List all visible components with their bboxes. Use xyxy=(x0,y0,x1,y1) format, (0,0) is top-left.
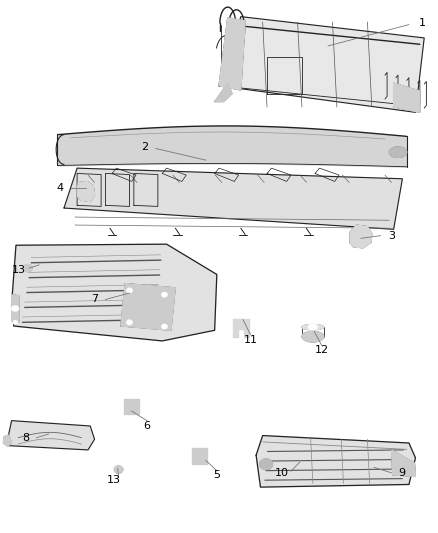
Polygon shape xyxy=(64,168,403,229)
Polygon shape xyxy=(389,147,407,158)
Polygon shape xyxy=(162,325,167,329)
Polygon shape xyxy=(256,435,416,487)
Polygon shape xyxy=(233,319,249,337)
Polygon shape xyxy=(302,325,324,330)
Text: 5: 5 xyxy=(213,471,220,480)
Polygon shape xyxy=(127,288,132,293)
Text: 8: 8 xyxy=(22,433,30,443)
Polygon shape xyxy=(12,295,19,322)
Polygon shape xyxy=(192,448,207,464)
Text: 10: 10 xyxy=(276,468,290,478)
Text: 11: 11 xyxy=(244,335,258,345)
Text: 2: 2 xyxy=(141,142,148,152)
Polygon shape xyxy=(162,293,167,297)
Polygon shape xyxy=(121,284,175,330)
Polygon shape xyxy=(12,306,18,311)
Polygon shape xyxy=(77,181,95,201)
Polygon shape xyxy=(308,325,317,330)
Text: 9: 9 xyxy=(398,468,405,478)
Text: 13: 13 xyxy=(12,265,26,274)
Polygon shape xyxy=(350,225,372,248)
Polygon shape xyxy=(13,321,17,324)
Polygon shape xyxy=(23,264,32,272)
Polygon shape xyxy=(219,18,245,90)
Polygon shape xyxy=(219,17,424,112)
Polygon shape xyxy=(12,244,217,341)
Text: 13: 13 xyxy=(106,475,120,485)
Polygon shape xyxy=(302,332,324,342)
Polygon shape xyxy=(4,435,12,446)
Text: 1: 1 xyxy=(419,18,426,28)
Text: 7: 7 xyxy=(91,294,98,304)
Polygon shape xyxy=(215,83,232,102)
Text: 3: 3 xyxy=(388,231,395,241)
Polygon shape xyxy=(394,83,420,112)
Polygon shape xyxy=(127,320,132,325)
Polygon shape xyxy=(392,450,416,477)
Text: 4: 4 xyxy=(56,183,63,193)
Polygon shape xyxy=(260,459,273,470)
Polygon shape xyxy=(9,421,95,450)
Text: 6: 6 xyxy=(144,421,151,431)
Polygon shape xyxy=(114,466,123,473)
Text: 12: 12 xyxy=(314,345,328,356)
Polygon shape xyxy=(124,399,139,414)
